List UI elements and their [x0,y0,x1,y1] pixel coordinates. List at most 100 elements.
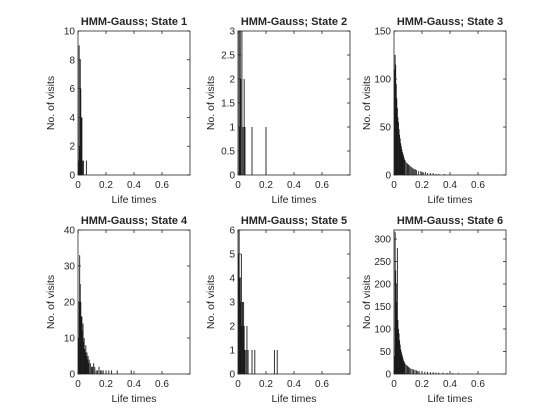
subplot-state-1: 0 0.2 0.4 0.6 0 2 4 6 8 10 HMM-Gauss; State 1 Life … [45,16,191,206]
histogram-bar [404,362,406,374]
histogram-bar [414,169,416,175]
x-tick-label: 0.4 [287,379,301,390]
histogram-bar [406,163,408,175]
histogram-bar [403,157,405,175]
x-axis-label: Life times [428,393,473,405]
y-tick-label: 0.5 [221,147,235,158]
histogram-bar [241,326,243,374]
histogram-bar [432,372,434,374]
subplot-title: HMM-Gauss; State 3 [397,16,503,28]
x-tick-label: 0.6 [471,379,485,390]
histogram-bar [397,117,399,175]
histogram-bar [435,174,437,175]
histogram-bar [411,167,413,175]
y-tick-label: 3 [229,27,235,38]
histogram-bar [95,370,97,374]
histogram-bar [397,320,399,374]
histogram-bar [242,302,243,374]
histogram-bar [405,365,407,374]
histogram-bar [396,248,398,374]
histogram-bar [418,371,420,374]
histogram-bar [457,373,459,374]
histogram-bar [102,370,104,374]
y-tick-label: 6 [69,84,75,95]
y-tick-label: 0 [385,370,391,381]
histogram-bar [406,365,408,374]
histogram-bar [404,160,406,175]
histogram-bar [400,146,402,175]
histogram-bar [79,146,81,175]
histogram-bar [84,348,86,374]
subplot-title: HMM-Gauss; State 1 [81,16,187,28]
histogram-bar [400,143,402,175]
y-tick-label: 200 [374,280,391,291]
y-tick-label: 2.5 [221,51,235,62]
histogram-bar [88,363,90,374]
x-tick-label: 0.6 [315,180,329,191]
histogram-bar [86,352,88,374]
histogram-bar [402,153,404,175]
histogram-bar [251,350,253,374]
x-tick-label: 0.4 [443,180,457,191]
histogram-bar [83,160,85,175]
y-tick-label: 40 [64,226,76,237]
histogram-bar [395,83,397,175]
histogram-bar [79,255,81,374]
y-tick-label: 1 [229,123,235,134]
histogram-bar [399,340,401,374]
histogram-bar [108,370,110,374]
histogram-bar [83,338,85,374]
y-tick-label: 50 [380,347,392,358]
histogram-bar [241,31,243,175]
histogram-bar [415,370,417,374]
subplot-title: HMM-Gauss; State 5 [241,215,347,227]
histogram-bar [99,370,101,374]
histogram-bar [409,367,411,374]
histogram-bar [399,138,401,175]
histogram-bar [422,172,424,175]
histogram-bar [80,316,82,374]
histogram-bar [130,370,132,374]
histogram-bar [404,364,406,374]
y-tick-label: 0 [229,171,235,182]
histogram-bar [78,160,80,175]
x-tick-label: 0 [391,180,397,191]
y-tick-label: 0 [69,171,75,182]
x-tick-label: 0 [235,379,241,390]
histogram-bar [87,356,89,374]
histogram-bar [82,330,83,374]
histogram-bar [452,373,454,374]
histogram-bar [240,254,242,374]
histogram-bar [395,64,397,175]
y-tick-label: 30 [64,262,76,273]
y-tick-label: 2 [229,75,235,86]
y-tick-label: 4 [69,113,75,124]
y-tick-label: 2 [69,142,75,153]
histogram-bar [398,122,399,175]
y-tick-label: 150 [374,27,391,38]
histogram-bar [82,323,84,374]
histogram-bar [446,373,448,374]
x-tick-label: 0.6 [155,180,169,191]
histogram-bar [244,127,246,175]
histogram-bar [395,270,397,374]
subplot-title: HMM-Gauss; State 2 [241,16,347,28]
histogram-bar [427,371,429,374]
y-tick-label: 0 [69,370,75,381]
axes-box [393,30,507,176]
histogram-bar [85,160,87,175]
histogram-bar [80,117,82,175]
histogram-bar [398,329,399,374]
axes-box [237,30,351,176]
histogram-bar [247,350,249,374]
histogram-bar [246,326,248,374]
x-tick-label: 0.4 [127,180,141,191]
x-tick-label: 0.2 [99,379,113,390]
histogram-bar [414,369,416,374]
histogram-bar [401,149,403,175]
histogram-bar [111,370,113,374]
y-tick-label: 10 [64,334,76,345]
histogram-bar [89,363,91,374]
y-tick-label: 8 [69,55,75,66]
histogram-bar [394,69,396,175]
